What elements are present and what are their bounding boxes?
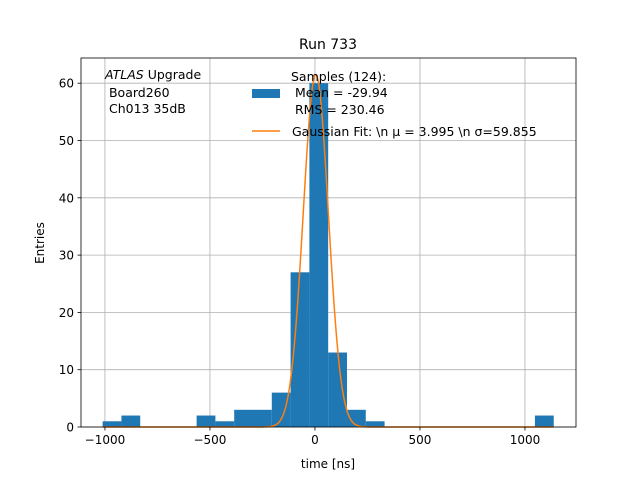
y-axis-label: Entries bbox=[33, 222, 47, 264]
channel-label: Ch013 35dB bbox=[105, 101, 186, 116]
y-tick-label: 30 bbox=[59, 249, 74, 263]
y-axis-ticks: 0 10 20 30 40 50 60 bbox=[59, 77, 81, 435]
x-tick-label: 1000 bbox=[510, 433, 541, 447]
histogram-bar bbox=[102, 421, 122, 427]
histogram-bar bbox=[215, 421, 235, 427]
histogram-bar bbox=[534, 415, 554, 427]
y-tick-label: 40 bbox=[59, 191, 74, 205]
histogram-bars bbox=[102, 83, 554, 427]
legend-histogram-swatch bbox=[252, 89, 280, 98]
histogram-bar bbox=[290, 272, 310, 427]
y-tick-label: 50 bbox=[59, 134, 74, 148]
y-tick-label: 60 bbox=[59, 77, 74, 91]
chart-title: Run 733 bbox=[299, 37, 357, 53]
x-axis-label: time [ns] bbox=[301, 457, 355, 471]
x-axis-ticks: −1000 −500 0 500 1000 bbox=[85, 427, 541, 447]
histogram-bar bbox=[121, 415, 141, 427]
atlas-annotation: ATLAS Upgrade Board260 Ch013 35dB bbox=[104, 67, 201, 116]
plot-frame bbox=[80, 57, 577, 428]
histogram-bar bbox=[271, 392, 291, 427]
histogram-bar bbox=[234, 409, 254, 427]
legend: Samples (124): Mean = -29.94 RMS = 230.4… bbox=[252, 69, 537, 139]
atlas-label: ATLAS bbox=[104, 67, 144, 82]
y-tick-label: 20 bbox=[59, 306, 74, 320]
x-tick-label: 500 bbox=[409, 433, 432, 447]
legend-rms-label: RMS = 230.46 bbox=[291, 102, 385, 117]
histogram-bar bbox=[309, 83, 329, 427]
histogram-bar bbox=[196, 415, 216, 427]
x-tick-label: −1000 bbox=[85, 433, 126, 447]
legend-samples-label: Samples (124): bbox=[291, 69, 386, 84]
y-tick-label: 0 bbox=[66, 421, 74, 435]
x-tick-label: 0 bbox=[311, 433, 319, 447]
x-tick-label: −500 bbox=[193, 433, 226, 447]
y-tick-label: 10 bbox=[59, 363, 74, 377]
board-label: Board260 bbox=[105, 85, 170, 100]
histogram-bar bbox=[328, 352, 347, 427]
histogram-bar bbox=[365, 421, 385, 427]
histogram-bar bbox=[346, 409, 366, 427]
legend-fit-label: Gaussian Fit: \n μ = 3.995 \n σ=59.855 bbox=[292, 124, 537, 139]
legend-mean-label: Mean = -29.94 bbox=[291, 85, 388, 100]
upgrade-label: Upgrade bbox=[144, 67, 202, 82]
histogram-bar bbox=[253, 409, 272, 427]
svg-text:ATLAS Upgrade: ATLAS Upgrade bbox=[104, 67, 201, 82]
